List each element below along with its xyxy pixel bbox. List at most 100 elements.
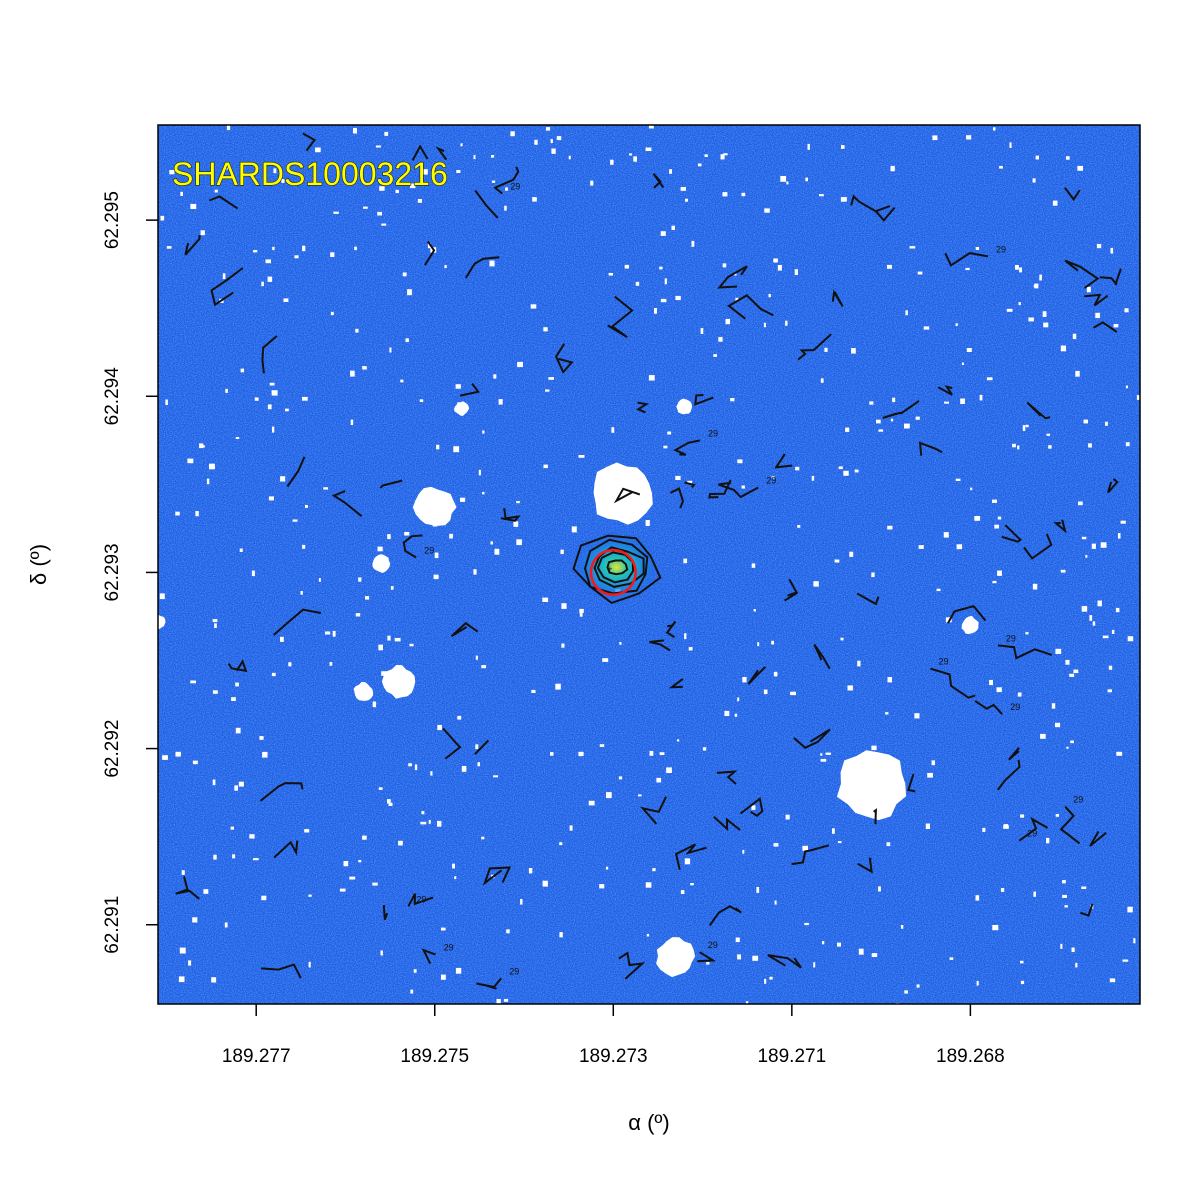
mask-speck	[773, 671, 778, 677]
mask-speck	[771, 640, 774, 645]
contour-label: 29	[1006, 633, 1016, 643]
mask-speck	[285, 408, 289, 412]
mask-speck	[751, 563, 756, 568]
x-tick-label: 189.271	[757, 1046, 826, 1067]
noise-contour	[787, 578, 799, 597]
x-axis-title: α (º)	[628, 1110, 670, 1135]
noise-contour	[697, 951, 717, 963]
mask-speck	[455, 384, 461, 389]
mask-speck	[1015, 265, 1019, 270]
noise-contour	[708, 479, 732, 499]
mask-speck	[753, 609, 756, 612]
mask-speck	[840, 197, 847, 202]
mask-speck	[178, 976, 185, 983]
contour-level-28	[593, 546, 645, 588]
noise-contour	[665, 620, 677, 639]
mask-speck	[824, 347, 828, 352]
mask-speck	[982, 827, 986, 832]
noise-contour	[435, 146, 448, 161]
mask-speck	[1052, 200, 1058, 206]
mask-speck	[261, 895, 267, 901]
contour-label: 29	[939, 657, 949, 667]
noise-contour	[649, 639, 671, 652]
mask-speck	[180, 191, 183, 196]
mask-speck	[1113, 324, 1119, 328]
mask-speck	[160, 215, 165, 221]
mask-speck	[915, 416, 920, 420]
mask-speck	[579, 608, 584, 613]
mask-speck	[837, 942, 841, 947]
mask-speck	[904, 423, 910, 429]
mask-speck	[927, 772, 933, 778]
mask-speck	[162, 755, 168, 760]
mask-speck	[1012, 443, 1016, 448]
mask-speck	[387, 534, 391, 540]
mask-speck	[925, 823, 930, 829]
mask-speck	[265, 259, 271, 264]
mask-speck	[1091, 543, 1096, 549]
noise-contour	[227, 658, 248, 673]
noise-contour	[718, 481, 759, 499]
masked-region	[676, 398, 693, 415]
mask-speck	[1051, 703, 1056, 709]
noise-contour	[668, 678, 684, 689]
mask-speck	[214, 623, 217, 628]
mask-speck	[551, 148, 556, 154]
y-tick-label: 62.292	[102, 720, 123, 778]
mask-speck	[548, 377, 554, 380]
mask-speck	[315, 147, 321, 153]
mask-speck	[871, 572, 875, 578]
mask-speck	[1040, 733, 1046, 739]
mask-speck	[517, 361, 523, 368]
mask-speck	[611, 427, 615, 433]
mask-speck	[1081, 536, 1087, 540]
contour-lines: +29 29 29 29 29 29 29 29 29 29 29 29 29 29	[175, 132, 1122, 990]
mask-speck	[702, 747, 707, 751]
noise-contour	[618, 951, 646, 980]
mask-speck	[437, 820, 442, 827]
mask-speck	[660, 231, 666, 236]
mask-speck	[683, 558, 688, 564]
mask-speck	[253, 250, 258, 253]
mask-speck	[944, 401, 949, 404]
mask-speck	[1125, 442, 1130, 447]
noise-contour	[813, 643, 831, 670]
noise-contour	[717, 265, 748, 289]
mask-speck	[493, 775, 498, 778]
mask-speck	[961, 362, 964, 366]
mask-speck	[720, 154, 725, 160]
mask-speck	[1022, 425, 1026, 431]
mask-speck	[560, 549, 564, 555]
mask-speck	[343, 861, 349, 867]
mask-speck	[735, 937, 740, 943]
mask-speck	[949, 957, 954, 960]
mask-speck	[1110, 247, 1114, 254]
mask-speck	[1066, 746, 1069, 749]
mask-speck	[190, 680, 196, 684]
mask-speck	[713, 354, 717, 357]
mask-speck	[550, 139, 553, 144]
noise-contour	[407, 893, 434, 907]
mask-speck	[1003, 824, 1008, 828]
mask-speck	[1105, 421, 1108, 426]
mask-speck	[308, 961, 311, 968]
mask-speck	[579, 611, 583, 617]
mask-speck	[302, 245, 306, 252]
mask-speck	[618, 776, 623, 780]
noise-contour	[261, 963, 302, 979]
mask-speck	[588, 800, 595, 806]
masked-region	[412, 486, 457, 526]
mask-speck	[1127, 906, 1133, 913]
mask-speck	[377, 546, 383, 552]
mask-speck	[768, 293, 771, 298]
mask-speck	[358, 577, 362, 582]
mask-speck	[1081, 606, 1088, 612]
mask-speck	[1095, 312, 1100, 319]
mask-speck	[1088, 443, 1092, 448]
noise-contour	[493, 166, 520, 195]
mask-speck	[1069, 673, 1075, 677]
mask-speck	[975, 895, 980, 901]
mask-speck	[1086, 286, 1091, 293]
mask-speck	[847, 685, 853, 691]
mask-speck	[1092, 621, 1096, 626]
